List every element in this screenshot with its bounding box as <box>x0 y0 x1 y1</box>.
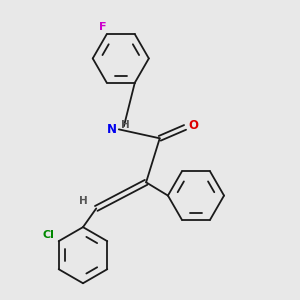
Text: H: H <box>121 120 130 130</box>
Text: N: N <box>107 123 117 136</box>
Text: F: F <box>99 22 106 32</box>
Text: Cl: Cl <box>43 230 55 240</box>
Text: H: H <box>80 196 88 206</box>
Text: O: O <box>189 118 199 132</box>
